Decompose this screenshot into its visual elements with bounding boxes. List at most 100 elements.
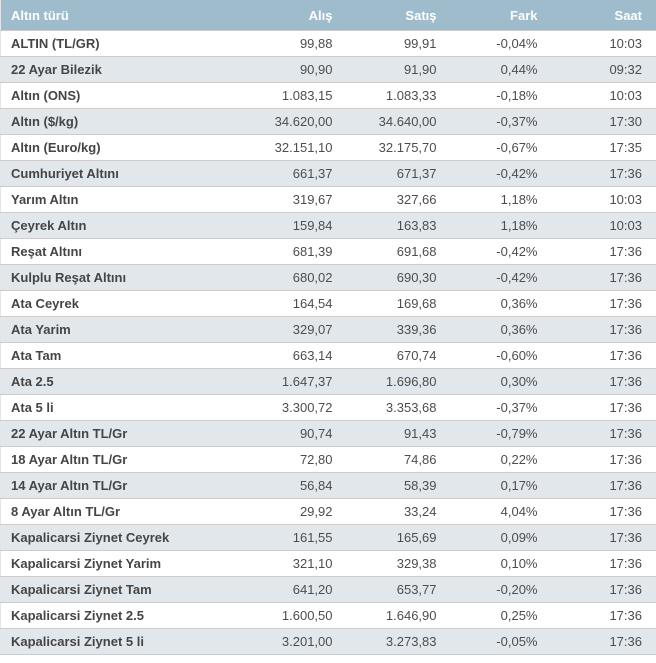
header-row: Altın türü Alış Satış Fark Saat xyxy=(0,0,656,31)
sell-price-cell: 3.353,68 xyxy=(346,394,451,421)
buy-price-cell: 641,20 xyxy=(250,576,347,603)
buy-price-cell: 90,90 xyxy=(250,56,347,83)
buy-price-cell: 161,55 xyxy=(250,524,347,551)
gold-type-cell: Kapalicarsi Ziynet Yarim xyxy=(0,550,251,577)
sell-price-cell: 339,36 xyxy=(346,316,451,343)
table-header: Altın türü Alış Satış Fark Saat xyxy=(0,0,656,31)
buy-price-cell: 72,80 xyxy=(250,446,347,473)
sell-price-cell: 1.696,80 xyxy=(346,368,451,395)
change-percent-cell: 0,17% xyxy=(450,472,552,499)
change-percent-cell: -0,05% xyxy=(450,628,552,655)
change-percent-cell: -0,67% xyxy=(450,134,552,161)
table-row: ALTIN (TL/GR) 99,88 99,91 -0,04% 10:03 xyxy=(0,30,656,57)
table-row: Çeyrek Altın 159,84 163,83 1,18% 10:03 xyxy=(0,212,656,239)
table-row: Ata Yarim 329,07 339,36 0,36% 17:36 xyxy=(0,316,656,343)
buy-price-cell: 56,84 xyxy=(250,472,347,499)
table-row: 22 Ayar Bilezik 90,90 91,90 0,44% 09:32 xyxy=(0,56,656,83)
gold-type-cell: 22 Ayar Altın TL/Gr xyxy=(0,420,251,447)
buy-price-cell: 34.620,00 xyxy=(250,108,347,135)
column-header-gold-type: Altın türü xyxy=(0,0,251,31)
change-percent-cell: -0,42% xyxy=(450,238,552,265)
sell-price-cell: 690,30 xyxy=(346,264,451,291)
time-cell: 17:36 xyxy=(551,238,656,265)
table-row: Kapalicarsi Ziynet 5 li 3.201,00 3.273,8… xyxy=(0,628,656,655)
change-percent-cell: 0,30% xyxy=(450,368,552,395)
time-cell: 10:03 xyxy=(551,212,656,239)
table-row: 18 Ayar Altın TL/Gr 72,80 74,86 0,22% 17… xyxy=(0,446,656,473)
sell-price-cell: 3.273,83 xyxy=(346,628,451,655)
gold-type-cell: Reşat Altını xyxy=(0,238,251,265)
buy-price-cell: 663,14 xyxy=(250,342,347,369)
table-row: Kapalicarsi Ziynet Tam 641,20 653,77 -0,… xyxy=(0,576,656,603)
buy-price-cell: 32.151,10 xyxy=(250,134,347,161)
time-cell: 17:36 xyxy=(551,160,656,187)
table-row: Ata 5 li 3.300,72 3.353,68 -0,37% 17:36 xyxy=(0,394,656,421)
gold-type-cell: Ata 5 li xyxy=(0,394,251,421)
time-cell: 17:36 xyxy=(551,550,656,577)
sell-price-cell: 671,37 xyxy=(346,160,451,187)
time-cell: 17:36 xyxy=(551,368,656,395)
sell-price-cell: 163,83 xyxy=(346,212,451,239)
change-percent-cell: 0,09% xyxy=(450,524,552,551)
sell-price-cell: 32.175,70 xyxy=(346,134,451,161)
gold-type-cell: Ata 2.5 xyxy=(0,368,251,395)
table-row: Altın ($/kg) 34.620,00 34.640,00 -0,37% … xyxy=(0,108,656,135)
buy-price-cell: 159,84 xyxy=(250,212,347,239)
table-row: Kapalicarsi Ziynet Yarim 321,10 329,38 0… xyxy=(0,550,656,577)
buy-price-cell: 1.600,50 xyxy=(250,602,347,629)
table-row: Cumhuriyet Altını 661,37 671,37 -0,42% 1… xyxy=(0,160,656,187)
sell-price-cell: 34.640,00 xyxy=(346,108,451,135)
table-row: Altın (ONS) 1.083,15 1.083,33 -0,18% 10:… xyxy=(0,82,656,109)
buy-price-cell: 99,88 xyxy=(250,30,347,57)
change-percent-cell: -0,20% xyxy=(450,576,552,603)
time-cell: 17:36 xyxy=(551,472,656,499)
buy-price-cell: 164,54 xyxy=(250,290,347,317)
change-percent-cell: 0,44% xyxy=(450,56,552,83)
time-cell: 17:36 xyxy=(551,628,656,655)
change-percent-cell: -0,60% xyxy=(450,342,552,369)
gold-type-cell: Kapalicarsi Ziynet 2.5 xyxy=(0,602,251,629)
gold-type-cell: Kulplu Reşat Altını xyxy=(0,264,251,291)
change-percent-cell: -0,04% xyxy=(450,30,552,57)
time-cell: 17:30 xyxy=(551,108,656,135)
buy-price-cell: 321,10 xyxy=(250,550,347,577)
gold-type-cell: Kapalicarsi Ziynet Ceyrek xyxy=(0,524,251,551)
change-percent-cell: -0,37% xyxy=(450,108,552,135)
sell-price-cell: 58,39 xyxy=(346,472,451,499)
sell-price-cell: 33,24 xyxy=(346,498,451,525)
time-cell: 17:36 xyxy=(551,316,656,343)
time-cell: 17:36 xyxy=(551,420,656,447)
change-percent-cell: -0,18% xyxy=(450,82,552,109)
table-row: 22 Ayar Altın TL/Gr 90,74 91,43 -0,79% 1… xyxy=(0,420,656,447)
gold-type-cell: Ata Tam xyxy=(0,342,251,369)
gold-type-cell: Altın (Euro/kg) xyxy=(0,134,251,161)
sell-price-cell: 165,69 xyxy=(346,524,451,551)
time-cell: 17:36 xyxy=(551,342,656,369)
table-row: Ata 2.5 1.647,37 1.696,80 0,30% 17:36 xyxy=(0,368,656,395)
gold-type-cell: 14 Ayar Altın TL/Gr xyxy=(0,472,251,499)
buy-price-cell: 661,37 xyxy=(250,160,347,187)
change-percent-cell: 1,18% xyxy=(450,186,552,213)
buy-price-cell: 319,67 xyxy=(250,186,347,213)
table-row: 14 Ayar Altın TL/Gr 56,84 58,39 0,17% 17… xyxy=(0,472,656,499)
time-cell: 10:03 xyxy=(551,186,656,213)
time-cell: 17:36 xyxy=(551,498,656,525)
sell-price-cell: 169,68 xyxy=(346,290,451,317)
change-percent-cell: 0,25% xyxy=(450,602,552,629)
sell-price-cell: 327,66 xyxy=(346,186,451,213)
gold-type-cell: 18 Ayar Altın TL/Gr xyxy=(0,446,251,473)
sell-price-cell: 1.646,90 xyxy=(346,602,451,629)
column-header-time: Saat xyxy=(551,0,656,31)
gold-type-cell: Kapalicarsi Ziynet 5 li xyxy=(0,628,251,655)
change-percent-cell: 4,04% xyxy=(450,498,552,525)
gold-type-cell: Ata Yarim xyxy=(0,316,251,343)
gold-type-cell: Altın (ONS) xyxy=(0,82,251,109)
buy-price-cell: 1.083,15 xyxy=(250,82,347,109)
table-row: 8 Ayar Altın TL/Gr 29,92 33,24 4,04% 17:… xyxy=(0,498,656,525)
change-percent-cell: -0,37% xyxy=(450,394,552,421)
column-header-buy: Alış xyxy=(250,0,347,31)
time-cell: 17:36 xyxy=(551,524,656,551)
gold-type-cell: Kapalicarsi Ziynet Tam xyxy=(0,576,251,603)
